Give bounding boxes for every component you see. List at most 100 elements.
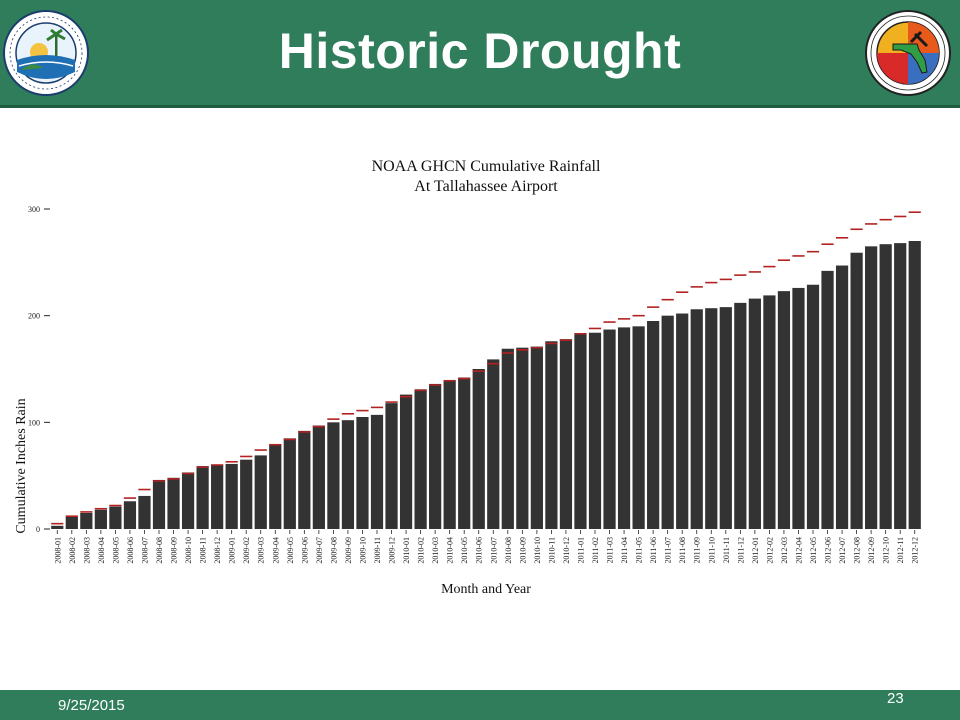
x-tick-label: 2010-10 — [533, 537, 542, 564]
x-tick-label: 2011-03 — [606, 537, 615, 563]
bar — [734, 302, 747, 529]
x-tick-label: 2008-11 — [199, 537, 208, 563]
y-tick-label: 0 — [36, 525, 40, 534]
bar — [385, 403, 398, 529]
x-tick-label: 2010-09 — [518, 537, 527, 564]
bar — [908, 241, 921, 529]
x-tick-label: 2010-07 — [489, 537, 498, 564]
x-tick-label: 2012-08 — [853, 537, 862, 564]
x-tick-label: 2012-07 — [838, 537, 847, 564]
bar — [458, 377, 471, 529]
x-tick-label: 2011-07 — [664, 537, 673, 563]
bar — [370, 414, 384, 529]
bar — [516, 347, 529, 529]
bar — [181, 472, 195, 529]
x-tick-label: 2010-02 — [417, 537, 426, 564]
bar — [690, 309, 703, 529]
x-tick-label: 2012-03 — [780, 537, 789, 564]
x-tick-label: 2009-04 — [271, 537, 280, 564]
bar — [545, 341, 558, 529]
bar — [399, 394, 413, 529]
bar — [632, 326, 645, 529]
bar — [719, 307, 732, 529]
x-tick-label: 2012-01 — [751, 537, 760, 564]
x-tick-label: 2012-12 — [911, 537, 920, 564]
x-tick-label: 2009-10 — [358, 537, 367, 564]
x-tick-label: 2011-06 — [649, 537, 658, 563]
bar — [865, 246, 878, 529]
x-tick-label: 2012-04 — [794, 537, 803, 564]
x-tick-label: 2008-07 — [140, 537, 149, 564]
x-tick-label: 2008-01 — [53, 537, 62, 564]
bar — [94, 509, 107, 529]
x-tick-label: 2012-11 — [896, 537, 905, 563]
bar — [356, 417, 369, 529]
x-tick-label: 2008-09 — [170, 537, 179, 564]
x-tick-label: 2010-01 — [402, 537, 411, 564]
y-axis-title: Cumulative Inches Rain — [14, 398, 29, 533]
x-tick-label: 2012-02 — [765, 537, 774, 564]
x-tick-label: 2008-02 — [68, 537, 77, 564]
bar — [850, 252, 863, 529]
florida-geological-survey-seal-icon — [865, 10, 951, 96]
footer-date: 9/25/2015 — [58, 697, 125, 714]
bar — [792, 287, 805, 529]
x-tick-label: 2011-12 — [736, 537, 745, 563]
bar — [617, 327, 631, 529]
bar — [196, 466, 209, 529]
x-tick-label: 2008-03 — [82, 537, 91, 564]
bar — [603, 329, 616, 529]
bar — [429, 383, 442, 529]
bar — [501, 348, 514, 529]
bar — [472, 369, 485, 529]
x-tick-label: 2011-02 — [591, 537, 600, 563]
y-axis: 0 100 200 300 — [28, 205, 50, 534]
bar — [138, 495, 151, 529]
bar — [777, 291, 791, 529]
bar — [806, 284, 820, 529]
x-tick-label: 2009-12 — [388, 537, 397, 564]
x-tick-label: 2012-10 — [882, 537, 891, 564]
bar — [283, 438, 296, 529]
bar — [327, 422, 340, 529]
bar — [225, 463, 238, 529]
bar — [647, 321, 660, 529]
bar — [574, 333, 587, 529]
x-tick-label: 2010-11 — [547, 537, 556, 563]
x-tick-label: 2009-03 — [257, 537, 266, 564]
bar — [65, 516, 78, 529]
x-tick-label: 2009-11 — [373, 537, 382, 563]
x-tick-label: 2010-06 — [475, 537, 484, 564]
y-tick-label: 100 — [28, 418, 40, 427]
x-tick-label: 2009-02 — [242, 537, 251, 564]
florida-dep-seal-icon — [3, 10, 89, 96]
x-tick-label: 2008-08 — [155, 537, 164, 564]
x-tick-label: 2011-04 — [620, 537, 629, 563]
x-tick-label: 2011-11 — [722, 537, 731, 563]
bar — [559, 339, 573, 529]
x-tick-label: 2010-04 — [446, 537, 455, 564]
y-tick-label: 300 — [28, 205, 40, 214]
chart-title: NOAA GHCN Cumulative Rainfall — [372, 158, 601, 175]
bar — [269, 444, 282, 529]
x-tick-label: 2009-09 — [344, 537, 353, 564]
marker-series — [51, 211, 921, 525]
bar — [443, 380, 456, 529]
bar — [51, 525, 64, 529]
bar — [894, 243, 907, 529]
bar — [530, 346, 543, 529]
x-tick-label: 2010-03 — [431, 537, 440, 564]
x-tick-label: 2008-10 — [184, 537, 193, 564]
bar-series — [51, 241, 921, 529]
bar — [705, 308, 718, 529]
bar — [588, 332, 602, 529]
x-tick-label: 2012-06 — [824, 537, 833, 564]
bar — [821, 270, 834, 529]
bar — [109, 506, 122, 529]
bar — [748, 298, 761, 529]
bar — [167, 477, 180, 529]
slide-number: 23 — [887, 690, 904, 707]
x-tick-label: 2009-05 — [286, 537, 295, 564]
bar — [240, 459, 253, 529]
bar — [835, 265, 849, 529]
